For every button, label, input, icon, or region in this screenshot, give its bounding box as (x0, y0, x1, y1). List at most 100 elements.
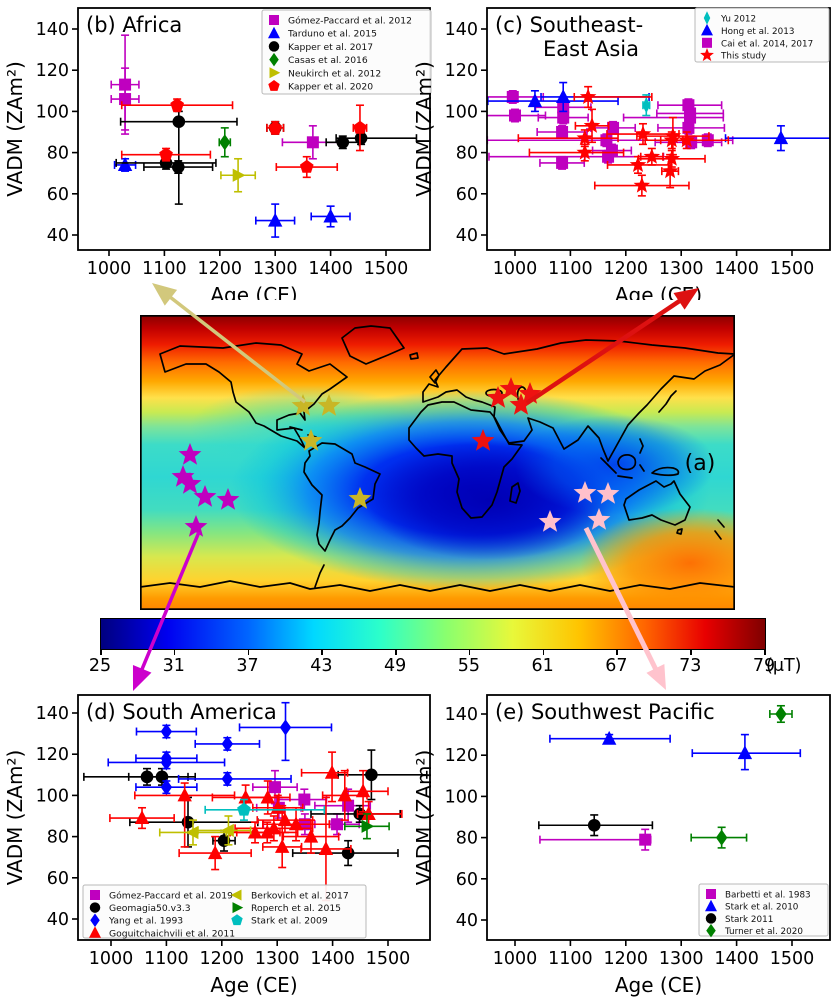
x-tick-label: 1500 (364, 259, 409, 279)
colorbar-tick (247, 649, 250, 655)
y-tick-label: 140 (36, 20, 69, 40)
circle-marker (155, 770, 169, 784)
site-star (291, 394, 315, 416)
star-marker (633, 176, 651, 193)
square-marker (298, 793, 311, 806)
circle-marker (172, 115, 186, 128)
colorbar-tick (542, 649, 545, 655)
colorbar-tick-label: 79 (752, 656, 776, 676)
site-star (538, 510, 562, 532)
pentagon-marker (231, 914, 243, 926)
site-star (184, 515, 208, 537)
legend-label: Berkovich et al. 2017 (251, 891, 349, 902)
triangle-marker (324, 764, 340, 779)
site-star (486, 386, 510, 408)
square-marker (557, 111, 570, 124)
panel-e-southwest-pacific-chart: 1000 1100 1200 1300 1400 1500 40 60 80 100 120 140 A… (396, 688, 832, 1000)
colorbar-tick (173, 649, 176, 655)
legend-label: Gómez-Paccard et al. 2019 (109, 891, 233, 902)
square-marker (600, 134, 613, 147)
south-america-sites-stars (171, 443, 240, 537)
site-star (216, 488, 240, 510)
y-tick-label: 140 (445, 20, 478, 40)
panel-a-label: (a) (685, 451, 716, 476)
square-marker (509, 109, 521, 122)
legend-label: Neukirch et al. 2012 (288, 68, 381, 79)
map-canvas: (a) (139, 314, 800, 618)
triangle-marker (555, 89, 571, 103)
site-star (573, 481, 597, 503)
colorbar-tick-label: 31 (162, 656, 185, 676)
circle-marker (217, 834, 231, 848)
square-marker (506, 90, 519, 103)
y-tick-label: 120 (36, 61, 69, 81)
triangle-marker (361, 806, 376, 820)
site-star (596, 482, 620, 504)
pentagon-marker (268, 120, 282, 134)
pentagon-marker (299, 159, 314, 173)
y-axis-label: VADM (ZAm²) (412, 750, 436, 886)
pentagon-marker (170, 98, 184, 111)
colorbar-tick (616, 649, 619, 655)
y-tick-label: 60 (456, 870, 478, 890)
colorbar-tick-label: 49 (383, 656, 407, 676)
x-tick-label: 1200 (198, 259, 243, 279)
square-marker (119, 93, 132, 106)
y-tick-label: 40 (456, 226, 478, 246)
legend-label: Geomagia50.v3.3 (109, 903, 191, 914)
legend-label: Yu 2012 (720, 15, 756, 25)
series-g-mez-paccard-et-al-2012 (110, 34, 345, 160)
triangle-right-marker (232, 168, 246, 182)
x-tick-label: 1000 (493, 949, 538, 969)
y-tick-label: 60 (47, 185, 69, 205)
y-tick-label: 40 (456, 911, 478, 931)
series-casas-et-al-2016 (218, 127, 232, 158)
map-site-stars (171, 377, 620, 537)
series-stark-et-al-2010 (549, 730, 802, 771)
y-tick-label: 40 (47, 226, 69, 246)
thin-diamond-marker (642, 97, 651, 114)
star-marker (643, 148, 661, 164)
legend-label: Kapper et al. 2017 (288, 42, 373, 53)
series-stark-2011 (538, 814, 654, 837)
triangle-left-marker (185, 825, 199, 840)
y-tick-label: 120 (445, 61, 478, 81)
x-tick-label: 1500 (770, 259, 815, 279)
site-star (171, 465, 195, 487)
triangle-marker (247, 824, 263, 839)
x-axis-label: Age (CE) (210, 283, 297, 300)
pentagon-marker (159, 147, 173, 161)
triangle-marker (318, 841, 334, 855)
square-marker (331, 818, 344, 831)
site-star (299, 429, 323, 451)
series-group (487, 81, 830, 197)
site-star (317, 394, 341, 416)
triangle-marker (268, 212, 283, 227)
series-barbetti-et-al-1983 (539, 828, 652, 851)
colorbar-unit-label: (μT) (766, 656, 802, 676)
star-marker (576, 129, 594, 146)
circle-marker (336, 136, 350, 149)
series-berkovich-et-al-2017 (158, 815, 252, 846)
colorbar-tick-label: 55 (457, 656, 481, 676)
triangle-marker (737, 745, 753, 760)
square-marker (706, 889, 716, 899)
series-neukirch-et-al-2012 (220, 157, 257, 193)
legend-label: Cai et al. 2014, 2017 (721, 39, 813, 49)
triangle-marker (355, 783, 371, 798)
legend-label: Stark et al. 2009 (251, 916, 328, 927)
legend-label: Turner et al. 2020 (724, 927, 803, 937)
panel-b-africa-chart: 1000 1100 1200 1300 1400 1500 40 60 80 100 120 140 A… (0, 0, 436, 307)
diamond-marker (90, 913, 100, 927)
chart-c: 1000 1100 1200 1300 1400 1500 40 60 80 100 120 140 A… (412, 7, 831, 307)
series-yang-et-al-1993 (107, 701, 333, 796)
legend-label: Roperch et al. 2015 (251, 903, 341, 914)
legend-label: Yang et al. 1993 (108, 916, 183, 927)
x-tick-label: 1200 (604, 259, 649, 279)
axes: 1000 1100 1200 1300 1400 1500 40 60 80 100 120 140 (445, 705, 815, 969)
thin-diamond-marker (703, 11, 711, 25)
square-marker (306, 136, 319, 149)
square-marker (268, 781, 281, 794)
colorbar-tick (468, 649, 471, 655)
chart-b: 1000 1100 1200 1300 1400 1500 40 60 80 100 120 140 A… (3, 7, 432, 307)
